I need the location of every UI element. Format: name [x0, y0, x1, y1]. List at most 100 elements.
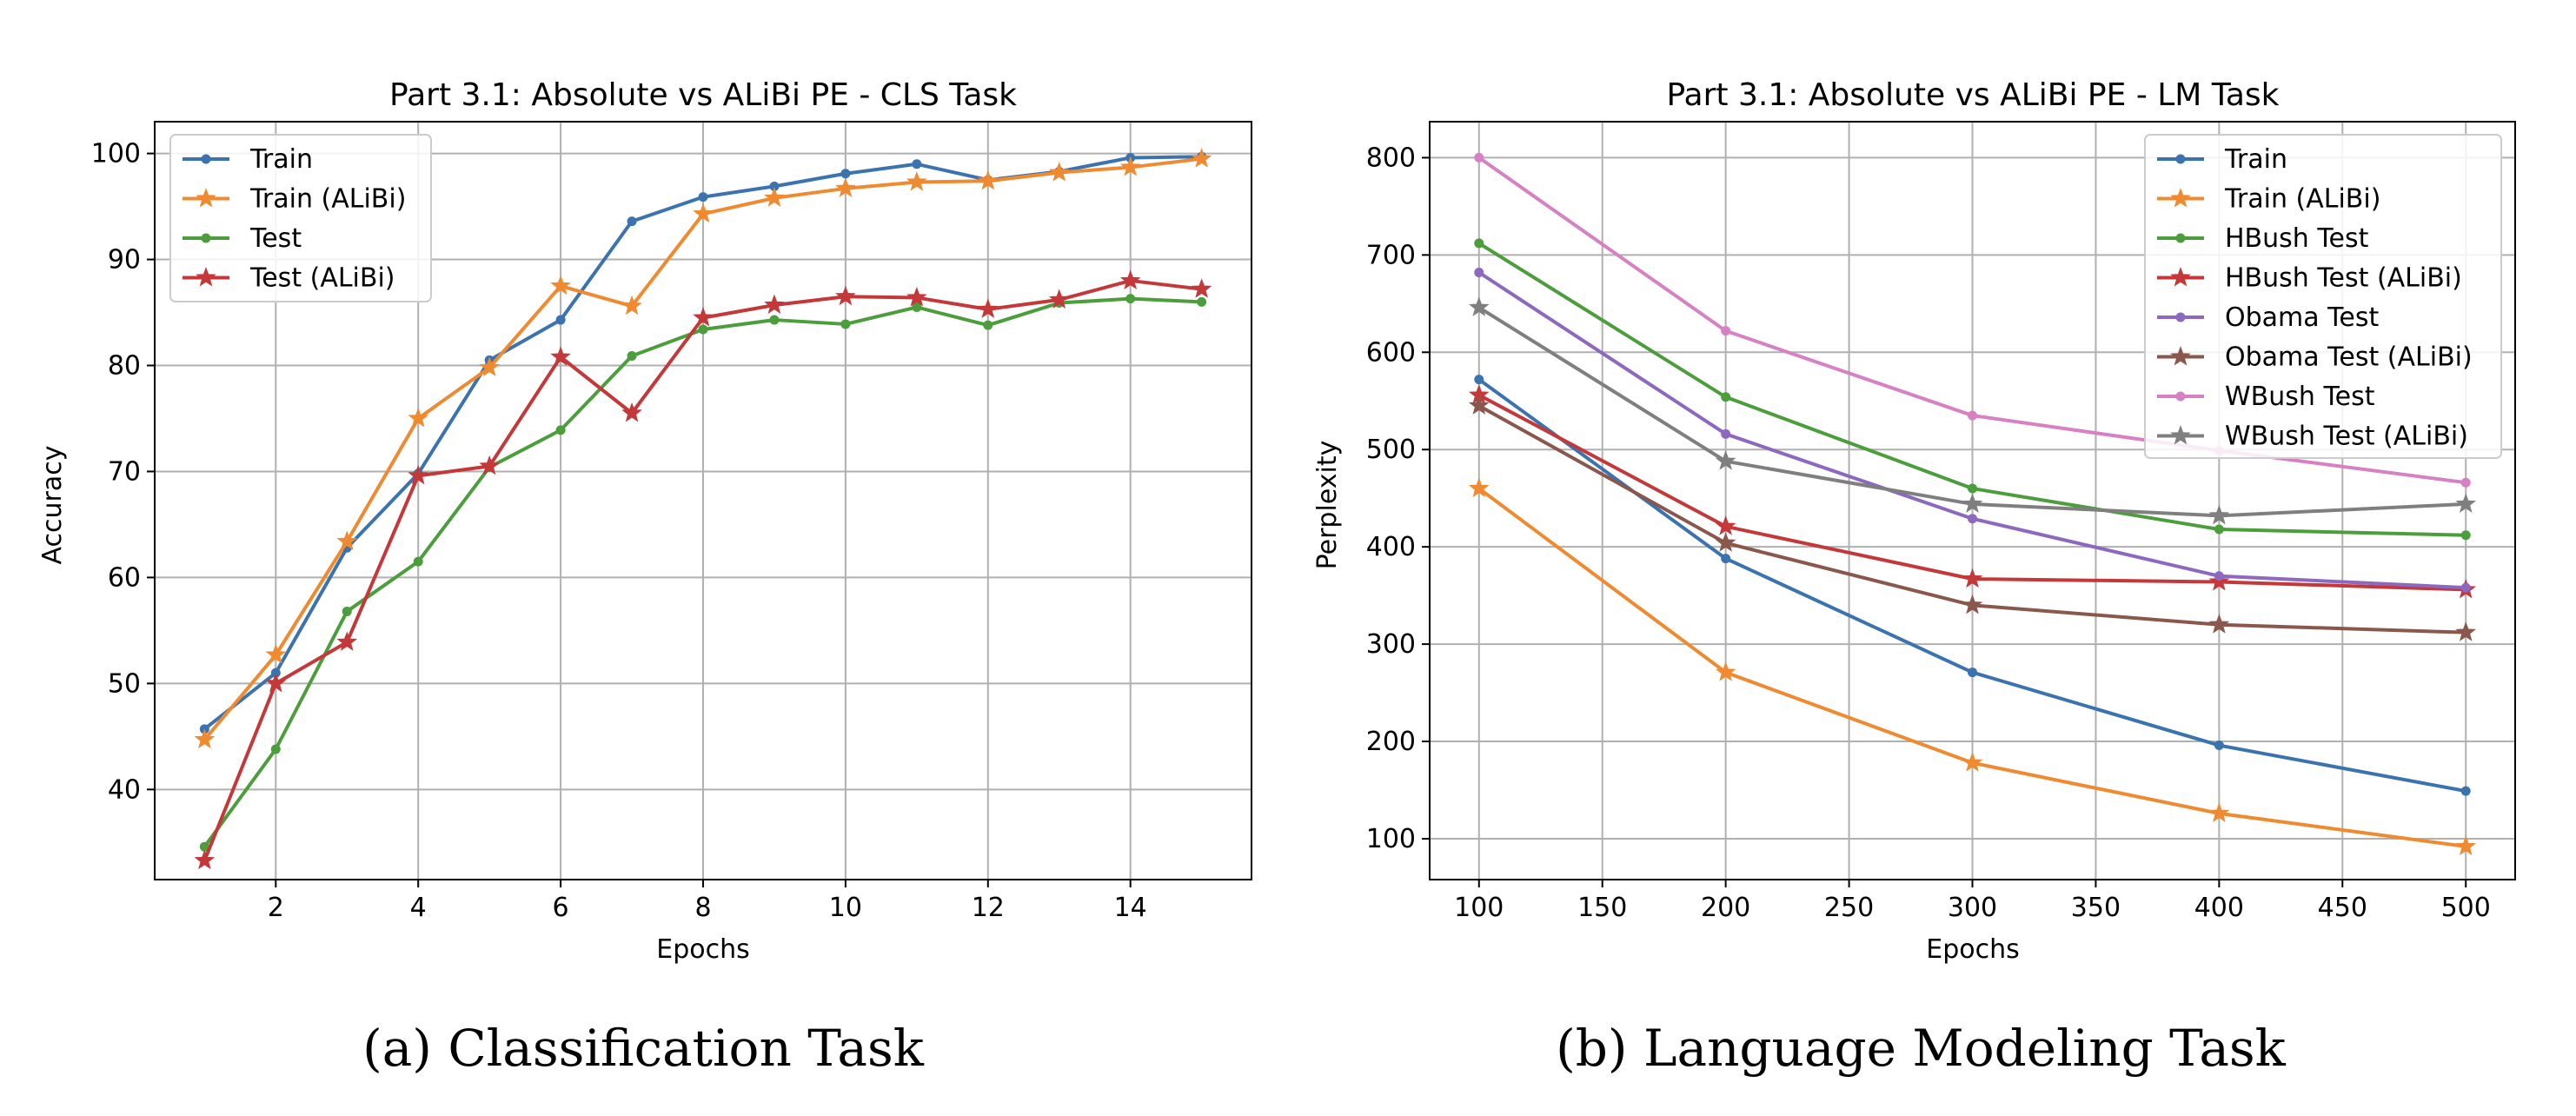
x-tick-label: 6 — [553, 893, 569, 923]
data-point — [912, 159, 922, 169]
y-tick-label: 60 — [108, 562, 141, 593]
data-point — [1715, 515, 1736, 535]
legend-marker — [2170, 346, 2191, 366]
data-point — [1962, 752, 1983, 772]
data-point — [2208, 802, 2230, 822]
legend-marker — [2170, 425, 2191, 445]
data-point — [550, 275, 571, 296]
data-point — [2460, 477, 2471, 488]
legend: Train Train (ALiBi) Test Test (ALiBi) — [169, 134, 432, 302]
legend-box — [2144, 134, 2502, 459]
data-point — [769, 315, 780, 325]
legend-entry: Train — [2157, 144, 2287, 175]
data-point — [408, 464, 429, 485]
legend-entry: Test (ALiBi) — [183, 263, 395, 294]
data-point — [627, 351, 637, 362]
classification-panel: 2 4 6 8 10 12 14 40 50 60 70 80 90 100 Train Train (ALi… — [37, 77, 1252, 1078]
data-point — [1191, 148, 1212, 168]
x-axis-label: Epochs — [1926, 934, 2020, 965]
data-point — [199, 841, 209, 852]
data-point — [1191, 278, 1212, 298]
y-tick-label: 600 — [1366, 337, 1416, 368]
data-point — [693, 307, 714, 327]
x-tick-label: 10 — [829, 893, 862, 923]
data-point — [1468, 477, 1490, 498]
data-point — [764, 187, 785, 207]
x-tick-label: 2 — [268, 893, 284, 923]
data-point — [769, 181, 780, 191]
y-tick-label: 500 — [1366, 435, 1416, 465]
chart-title: Part 3.1: Absolute vs ALiBi PE - LM Task — [1666, 77, 2279, 113]
data-point — [2455, 493, 2477, 513]
legend-label: HBush Test — [2225, 223, 2369, 254]
series-train-alibi — [194, 148, 1212, 749]
caption-b: (b) Language Modeling Task — [1556, 1019, 2287, 1078]
y-tick-label: 800 — [1366, 143, 1416, 173]
legend-label: Train (ALiBi) — [249, 184, 406, 215]
data-point — [2460, 582, 2471, 593]
x-tick-label: 400 — [2194, 893, 2244, 923]
x-tick-label: 500 — [2441, 893, 2491, 923]
data-point — [1125, 294, 1136, 304]
y-tick-label: 100 — [1366, 824, 1416, 854]
data-point — [2214, 741, 2224, 751]
data-point — [835, 177, 856, 197]
data-point — [336, 631, 358, 651]
x-tick-label: 300 — [1948, 893, 1997, 923]
y-tick-label: 90 — [108, 245, 141, 276]
legend-label: Train — [249, 144, 313, 175]
data-point — [912, 302, 922, 312]
legend-label: WBush Test (ALiBi) — [2225, 422, 2468, 452]
legend-marker — [2170, 267, 2191, 287]
data-point — [479, 455, 500, 475]
legend-marker — [201, 233, 211, 243]
data-point — [270, 744, 281, 754]
data-point — [2208, 614, 2230, 634]
data-point — [1721, 428, 1731, 439]
legend-entry: HBush Test — [2157, 223, 2369, 254]
y-tick-label: 80 — [108, 351, 141, 382]
legend-entry: Train — [183, 144, 313, 175]
data-point — [550, 346, 571, 366]
data-point — [840, 319, 851, 329]
x-tick-label: 8 — [694, 893, 711, 923]
data-point — [1048, 162, 1070, 182]
data-point — [413, 556, 423, 567]
x-tick-label: 200 — [1701, 893, 1750, 923]
x-tick-label: 100 — [1454, 893, 1504, 923]
data-point — [693, 203, 714, 223]
y-tick-label: 200 — [1366, 727, 1416, 757]
language-modeling-panel: 100 150 200 250 300 350 400 450 500 100 200 300 400 5… — [1312, 77, 2516, 1078]
y-tick-label: 700 — [1366, 240, 1416, 270]
data-point — [2214, 571, 2224, 581]
data-point — [2455, 621, 2477, 641]
data-point — [906, 287, 927, 307]
series-obama-test — [1474, 268, 2471, 593]
legend-marker — [2175, 391, 2186, 402]
legend-marker — [2175, 312, 2186, 322]
y-tick-label: 400 — [1366, 532, 1416, 562]
y-axis-label: Accuracy — [37, 446, 68, 565]
x-tick-label: 14 — [1114, 893, 1147, 923]
data-point — [479, 356, 500, 377]
data-point — [983, 320, 993, 330]
legend-entry: Obama Test — [2157, 302, 2379, 333]
legend-label: Obama Test — [2225, 302, 2379, 333]
data-point — [1474, 238, 1484, 249]
data-point — [1474, 152, 1484, 163]
data-point — [1968, 668, 1977, 678]
legend-box — [169, 134, 432, 302]
data-point — [194, 728, 216, 749]
legend-marker — [2170, 188, 2191, 208]
data-point — [2208, 504, 2230, 525]
legend-marker — [196, 188, 216, 208]
legend-label: Train — [2224, 144, 2287, 175]
data-point — [977, 298, 999, 318]
data-point — [336, 530, 358, 551]
data-point — [1119, 156, 1141, 176]
data-point — [627, 216, 637, 227]
data-point — [1715, 532, 1736, 552]
axes-frame — [1429, 121, 2516, 880]
data-point — [1721, 554, 1731, 564]
